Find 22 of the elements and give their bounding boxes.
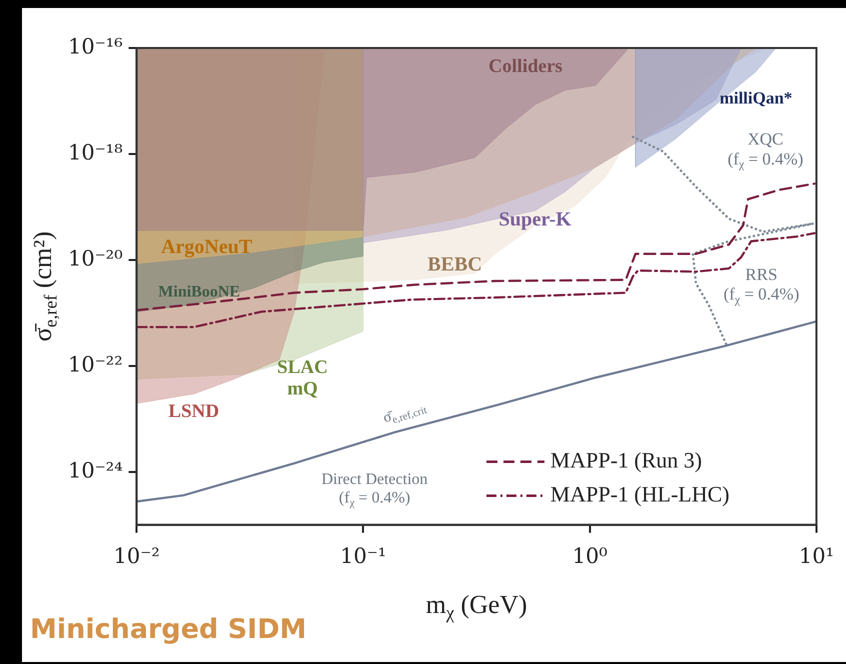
y-tick-label: 10⁻²²	[68, 352, 123, 376]
legend-label: MAPP-1 (HL-LHC)	[550, 482, 730, 507]
y-tick-label: 10⁻²⁴	[68, 458, 123, 482]
y-tick-label: 10⁻¹⁸	[68, 140, 123, 164]
x-tick-label: 10¹	[798, 544, 834, 568]
legend-label: MAPP-1 (Run 3)	[550, 448, 702, 473]
x-tick-label: 10⁻²	[114, 544, 160, 568]
annotation: MiniBooNE	[158, 283, 240, 300]
annotation: Super-K	[498, 208, 572, 230]
annotation: milliQan*	[720, 88, 792, 108]
x-tick-label: 10⁻¹	[340, 544, 386, 568]
x-tick-label: 10⁰	[572, 544, 608, 568]
annotation: SLAC mQ	[277, 356, 328, 400]
y-tick-label: 10⁻¹⁶	[68, 34, 123, 58]
annotation: σ̄e,ref,crit	[381, 405, 428, 426]
annotation: Colliders	[488, 56, 562, 77]
text: Minicharged SIDM	[30, 614, 306, 645]
annotation: LSND	[168, 401, 220, 422]
y-tick-label: 10⁻²⁰	[68, 246, 123, 270]
y-axis-title: σ̄e,ref (cm²)	[28, 231, 61, 342]
annotation: ArgoNeuT	[161, 236, 253, 258]
annotation: BEBC	[428, 254, 482, 276]
